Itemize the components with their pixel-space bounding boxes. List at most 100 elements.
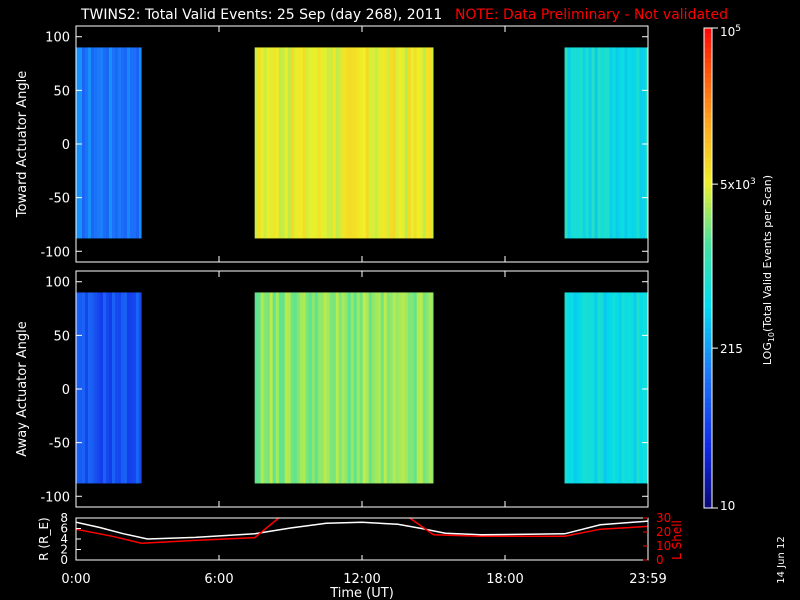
colorbar-cell (704, 153, 712, 159)
colorbar-cell (704, 238, 712, 244)
heatmap-column (305, 292, 309, 484)
heatmap-column (579, 47, 583, 239)
heatmap-column (341, 47, 345, 239)
colorbar-cell (704, 493, 712, 499)
heatmap-column (404, 47, 408, 239)
right-tick-label: 20 (656, 525, 671, 539)
left-tick-label: 6 (60, 522, 68, 536)
heatmap-column (377, 47, 381, 239)
heatmap-column (106, 47, 109, 239)
colorbar-tick-base: 215 (720, 342, 743, 356)
colorbar-cell (704, 118, 712, 124)
heatmap-column (395, 47, 399, 239)
heatmap-column (269, 292, 273, 484)
heatmap-column (588, 292, 592, 484)
colorbar-cell (704, 403, 712, 409)
colorbar-cell (704, 263, 712, 269)
colorbar-cell (704, 433, 712, 439)
heatmap-column (633, 292, 637, 484)
colorbar-cell (704, 248, 712, 254)
heatmap-column (594, 47, 598, 239)
bottom-panel: 100 50 0 -50 -100 Away Actuator Angle (15, 270, 649, 508)
heatmap-column (621, 47, 625, 239)
colorbar-cell (704, 318, 712, 324)
heatmap-column (410, 292, 414, 484)
heatmap-column (419, 47, 423, 239)
heatmap-column (371, 47, 375, 239)
colorbar-cell (704, 158, 712, 164)
heatmap-column (305, 47, 309, 239)
heatmap-column (100, 292, 103, 484)
heatmap-column (618, 292, 622, 484)
heatmap-column (576, 292, 580, 484)
x-tick-label: 18:00 (486, 572, 523, 587)
heatmap-column (139, 47, 142, 239)
heatmap-column (299, 292, 303, 484)
colorbar-cell (704, 178, 712, 184)
heatmap-column (606, 47, 610, 239)
heatmap-column (639, 47, 643, 239)
heatmap-column (374, 292, 378, 484)
x-axis-label: Time (UT) (329, 586, 394, 600)
heatmap-column (284, 292, 288, 484)
heatmap-column (257, 292, 261, 484)
colorbar-cell (704, 483, 712, 489)
heatmap-column (275, 47, 279, 239)
heatmap-column (431, 292, 434, 484)
y-tick-label: -100 (40, 245, 70, 260)
heatmap-column (356, 47, 360, 239)
heatmap-column (94, 47, 97, 239)
heatmap-column (266, 47, 270, 239)
heatmap-column (106, 292, 109, 484)
colorbar-cell (704, 413, 712, 419)
heatmap-column (299, 47, 303, 239)
heatmap-column (326, 47, 330, 239)
colorbar-cell (704, 453, 712, 459)
colorbar-cell (704, 63, 712, 69)
heatmap-column (609, 47, 613, 239)
heatmap-column (570, 47, 574, 239)
colorbar-label-base: LOG (761, 342, 774, 365)
heatmap-column (329, 292, 333, 484)
colorbar-cell (704, 293, 712, 299)
heatmap-column (332, 292, 336, 484)
heatmap-column (130, 47, 133, 239)
heatmap-column (365, 47, 369, 239)
colorbar-cell (704, 98, 712, 104)
top-y-label: Toward Actuator Angle (15, 71, 30, 218)
heatmap-column (377, 292, 381, 484)
colorbar-cell (704, 438, 712, 444)
heatmap-column (332, 47, 336, 239)
top-y-axis: 100 50 0 -50 -100 (40, 31, 648, 260)
colorbar-cell (704, 188, 712, 194)
heatmap-column (293, 47, 297, 239)
x-tick-label: 6:00 (204, 572, 233, 587)
colorbar-cell (704, 173, 712, 179)
colorbar-cell (704, 138, 712, 144)
heatmap-column (127, 47, 130, 239)
y-tick-label: 0 (62, 383, 70, 398)
colorbar-cell (704, 303, 712, 309)
colorbar-cell (704, 323, 712, 329)
heatmap-column (386, 292, 390, 484)
heatmap-column (290, 47, 294, 239)
y-tick-label: -100 (40, 490, 70, 505)
orbit-lines (76, 518, 648, 544)
heatmap-column (383, 47, 387, 239)
heatmap-column (88, 292, 91, 484)
heatmap-column (85, 292, 88, 484)
heatmap-column (302, 292, 306, 484)
heatmap-column (422, 47, 426, 239)
colorbar-cell (704, 33, 712, 39)
heatmap-column (639, 292, 643, 484)
colorbar-cell (704, 108, 712, 114)
colorbar-cell (704, 168, 712, 174)
heatmap-column (627, 292, 631, 484)
bottom-x-axis (75, 271, 649, 507)
heatmap-column (314, 47, 318, 239)
heatmap-column (371, 292, 375, 484)
heatmap-column (272, 292, 276, 484)
